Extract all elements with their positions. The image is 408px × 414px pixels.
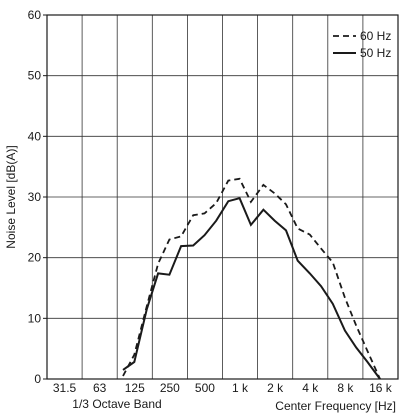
x-tick-label: 16 k xyxy=(369,381,393,395)
x-tick-label: 31.5 xyxy=(53,381,77,395)
series-line-50-hz xyxy=(122,197,381,380)
y-tick-label: 30 xyxy=(28,190,42,204)
series-lines xyxy=(122,177,381,380)
y-tick-label: 50 xyxy=(28,69,42,83)
y-tick-label: 20 xyxy=(28,251,42,265)
x-tick-label: 125 xyxy=(125,381,145,395)
x-tick-label: 500 xyxy=(195,381,215,395)
y-tick-label: 60 xyxy=(28,8,42,22)
legend: 60 Hz 50 Hz xyxy=(333,29,391,60)
x-tick-label: 1 k xyxy=(232,381,249,395)
x-tick-label: 8 k xyxy=(337,381,354,395)
x-tick-label: 63 xyxy=(93,381,107,395)
x-tick-label: 250 xyxy=(160,381,180,395)
x-tick-label: 2 k xyxy=(267,381,284,395)
axes: 0 10 20 30 40 50 60 31.5 63 125 250 500 1 k 2 k 4 k 8 k… xyxy=(4,8,399,413)
x-tick-label: 4 k xyxy=(302,381,319,395)
series-line-60-hz xyxy=(122,177,381,380)
grid-lines xyxy=(47,15,398,379)
y-axis-title: Noise Level [dB(A)] xyxy=(4,145,18,248)
x-axis-title: 1/3 Octave Band xyxy=(72,397,161,411)
legend-label-60-hz: 60 Hz xyxy=(360,29,391,43)
y-tick-label: 10 xyxy=(28,311,42,325)
y-tick-label: 0 xyxy=(34,372,41,386)
x-axis-title-right: Center Frequency [Hz] xyxy=(275,399,396,413)
y-tick-label: 40 xyxy=(28,129,42,143)
legend-label-50-hz: 50 Hz xyxy=(360,46,391,60)
